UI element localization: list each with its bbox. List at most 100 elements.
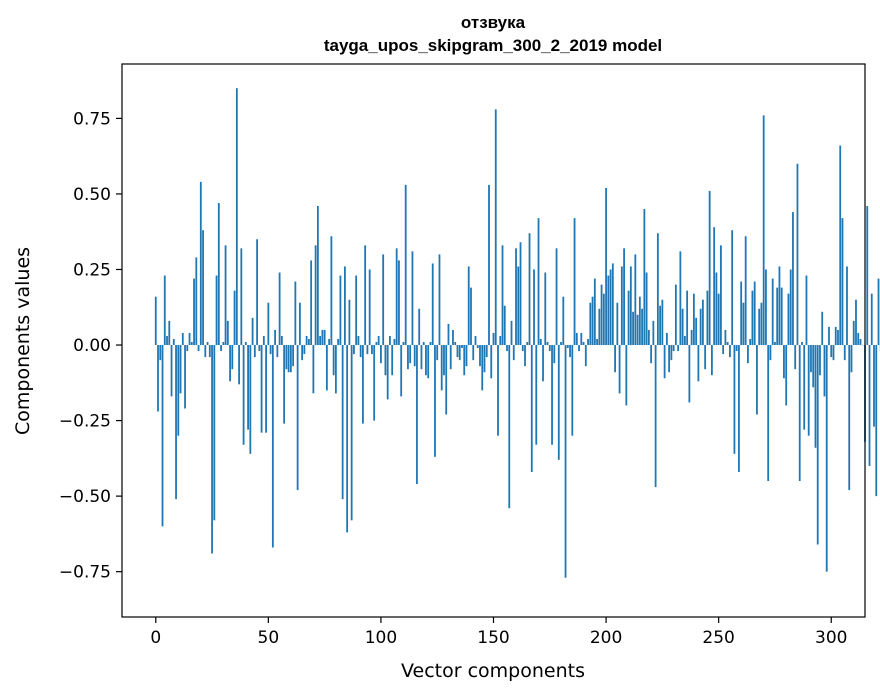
- bar: [301, 345, 304, 361]
- bar: [393, 338, 396, 346]
- bar: [544, 272, 547, 346]
- bar: [465, 345, 468, 367]
- bar: [188, 332, 191, 346]
- bar: [661, 299, 664, 346]
- bar: [384, 345, 387, 376]
- bar: [731, 230, 734, 346]
- bar: [701, 299, 704, 346]
- bar: [474, 335, 477, 346]
- bar: [463, 345, 466, 376]
- bar: [830, 345, 833, 358]
- bar: [389, 335, 391, 346]
- y-tick-label: 0.25: [73, 260, 111, 280]
- bar: [681, 308, 684, 346]
- bar: [656, 233, 659, 346]
- bar: [600, 284, 603, 346]
- x-tick-label: 150: [477, 628, 509, 648]
- bar: [337, 338, 340, 346]
- bar: [159, 345, 162, 361]
- bar: [256, 239, 258, 346]
- bar: [530, 345, 533, 472]
- bar: [611, 263, 614, 346]
- bar: [312, 345, 315, 394]
- bar: [659, 305, 662, 346]
- bar: [422, 342, 425, 346]
- bar: [382, 254, 385, 346]
- bar: [328, 338, 331, 346]
- bar: [503, 305, 506, 346]
- bar: [440, 345, 443, 391]
- bar: [166, 335, 168, 346]
- bar: [224, 245, 227, 346]
- bar: [411, 251, 414, 346]
- bar: [409, 345, 412, 364]
- bar: [339, 275, 342, 346]
- bar: [231, 345, 234, 370]
- bar: [866, 206, 869, 346]
- bar: [260, 345, 263, 433]
- bar: [816, 345, 819, 545]
- bar: [427, 345, 430, 379]
- bar: [220, 345, 222, 352]
- bar: [449, 345, 452, 370]
- bar: [609, 269, 612, 346]
- bar: [756, 345, 758, 415]
- bar: [679, 251, 682, 346]
- bar: [197, 345, 200, 352]
- bar: [690, 329, 693, 346]
- bar: [618, 345, 621, 394]
- bar: [280, 335, 283, 346]
- bar: [296, 345, 299, 491]
- bar: [798, 345, 801, 482]
- bar: [186, 345, 189, 352]
- bar: [323, 329, 326, 346]
- bar: [747, 345, 749, 364]
- bar: [483, 345, 486, 373]
- bar: [190, 342, 193, 346]
- bar: [785, 345, 788, 406]
- bar: [569, 345, 571, 358]
- bar: [524, 345, 526, 367]
- bar: [789, 269, 792, 346]
- bar: [704, 345, 707, 370]
- bar: [371, 345, 373, 355]
- bar: [348, 299, 351, 346]
- bar: [316, 206, 319, 346]
- x-tick-label: 50: [258, 628, 280, 648]
- bar: [470, 287, 472, 346]
- bar: [481, 345, 484, 391]
- bar: [620, 266, 623, 346]
- bar: [650, 345, 653, 364]
- bar: [674, 284, 677, 346]
- bar: [416, 345, 418, 485]
- bar: [253, 345, 256, 358]
- bar: [456, 345, 459, 358]
- bar: [332, 345, 335, 376]
- bar: [578, 345, 580, 352]
- bar: [488, 184, 490, 346]
- bar: [226, 320, 229, 346]
- bar: [425, 345, 427, 376]
- bar: [265, 345, 267, 433]
- bar: [771, 278, 774, 346]
- bar: [794, 345, 797, 370]
- bar: [353, 345, 355, 355]
- bar: [517, 266, 520, 346]
- bar: [706, 290, 709, 346]
- bar: [699, 308, 702, 346]
- bar: [510, 320, 513, 346]
- bar: [557, 345, 560, 460]
- bar: [848, 345, 851, 491]
- bar: [334, 345, 337, 394]
- bar: [181, 332, 184, 346]
- bar: [452, 329, 454, 346]
- bar: [623, 248, 625, 346]
- bar: [476, 345, 479, 349]
- bar: [213, 345, 216, 521]
- bar: [582, 342, 585, 346]
- bar: [350, 345, 353, 521]
- bar: [708, 190, 711, 346]
- x-tick-label: 300: [815, 628, 847, 648]
- bar: [391, 345, 394, 376]
- bar: [855, 299, 857, 346]
